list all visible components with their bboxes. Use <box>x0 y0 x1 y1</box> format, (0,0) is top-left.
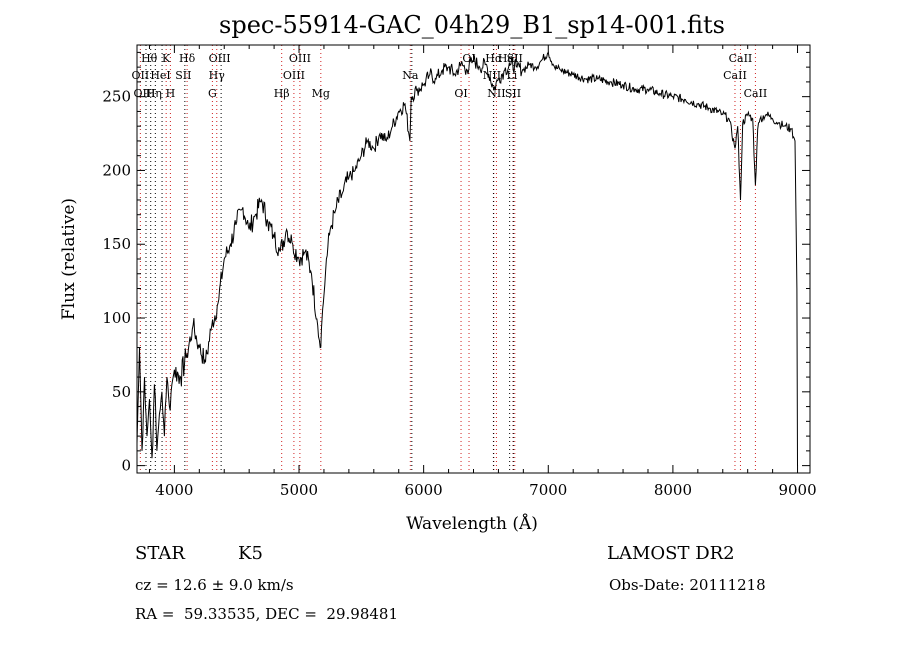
spectral-line-label: Hδ <box>179 52 196 65</box>
plot-frame <box>136 44 811 474</box>
spectral-line-label: OIII <box>283 69 305 82</box>
chart-title: spec-55914-GAC_04h29_B1_sp14-001.fits <box>219 11 725 39</box>
spectral-line-label: OII <box>132 69 150 82</box>
spectral-line-label: CaII <box>723 69 747 82</box>
x-tick-label: 9000 <box>778 481 816 499</box>
spectral-line-label: CaII <box>729 52 753 65</box>
spectral-line-label: H <box>166 87 176 100</box>
spectral-line-label: HeI <box>150 69 170 82</box>
spectral-line-label: OIII <box>209 52 231 65</box>
spectral-line-label: SII <box>507 52 523 65</box>
y-tick-label: 250 <box>102 88 131 106</box>
spectral-line-label: NII <box>487 87 505 100</box>
x-tick-label: 5000 <box>280 481 318 499</box>
spectral-line-label: Li <box>506 69 517 82</box>
spectral-line-label: Hθ <box>141 52 158 65</box>
y-axis-label: Flux (relative) <box>59 198 79 320</box>
y-tick-label: 150 <box>102 235 131 253</box>
redshift-cz: cz = 12.6 ± 9.0 km/s <box>135 576 294 594</box>
spectral-line-label: HeI <box>498 52 518 65</box>
spectral-line-label: G <box>208 87 217 100</box>
observation-date: Obs-Date: 20111218 <box>609 576 766 594</box>
survey-name: LAMOST DR2 <box>607 543 735 564</box>
spectral-line-label: Hη <box>146 87 162 100</box>
coordinates: RA = 59.33535, DEC = 29.98481 <box>135 605 399 623</box>
y-tick-label: 200 <box>102 161 131 179</box>
spectral-line-label: SII <box>175 69 191 82</box>
spectral-line-label: K <box>162 52 171 65</box>
spectral-line-label: Hγ <box>209 69 226 82</box>
spectral-line-label: CaII <box>744 87 768 100</box>
spectral-line-label: SII <box>505 87 521 100</box>
spectral-line-label: Mg <box>312 87 330 100</box>
spectral-subclass: K5 <box>238 543 263 564</box>
object-type: STAR <box>135 543 185 564</box>
spectral-line-label: Na <box>402 69 419 82</box>
y-tick-label: 0 <box>121 457 131 475</box>
spectrum-line <box>136 51 798 466</box>
spectral-line-label: OIII <box>289 52 311 65</box>
spectral-line-label: Hα <box>485 52 503 65</box>
spectral-line-label: Hβ <box>274 87 290 100</box>
spectral-line-label: OI <box>454 87 467 100</box>
x-tick-label: 4000 <box>155 481 193 499</box>
x-tick-label: 6000 <box>405 481 443 499</box>
x-axis-ticks: 4000 5000 6000 7000 8000 9000 <box>148 45 817 499</box>
y-axis-ticks: 0 50 100 150 200 250 <box>102 51 810 475</box>
x-tick-label: 8000 <box>654 481 692 499</box>
y-tick-label: 100 <box>102 309 131 327</box>
y-tick-label: 50 <box>112 383 131 401</box>
line-markers <box>139 45 756 473</box>
x-tick-label: 7000 <box>529 481 567 499</box>
x-axis-label: Wavelength (Å) <box>406 513 538 534</box>
